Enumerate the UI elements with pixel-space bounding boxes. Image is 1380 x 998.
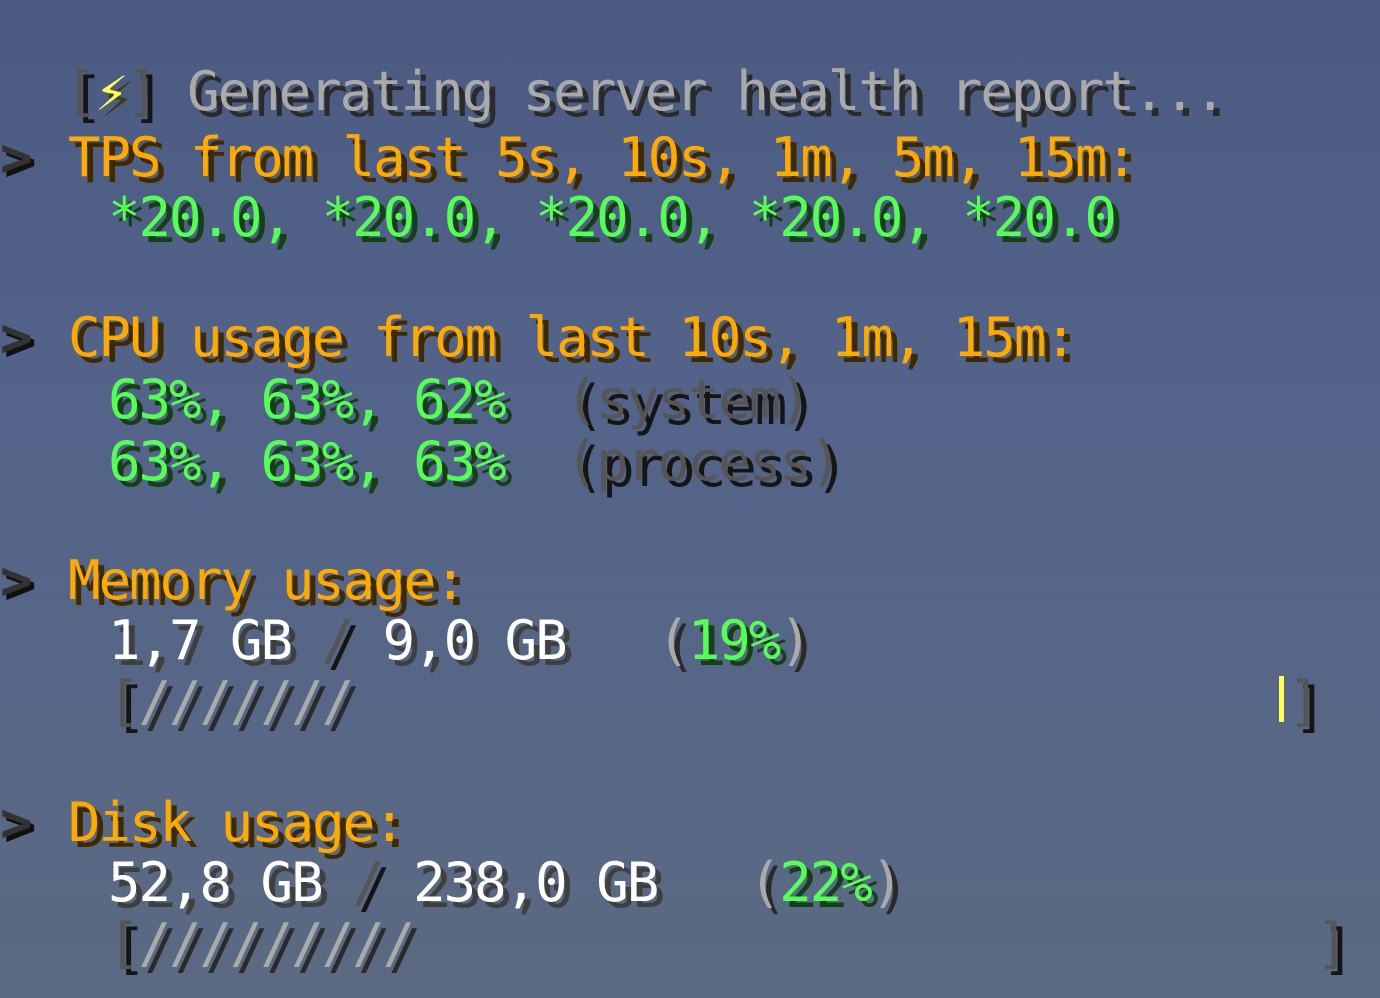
disk-percent: 22% [779,851,873,914]
cpu-system-row: 63%, 63%, 62% (system) [108,372,812,428]
cpu-process-values: 63%, 63%, 63% [108,430,507,493]
memory-values: 1,7 GB / 9,0 GB (19%) [108,609,812,672]
bar-close: ] [1316,912,1348,975]
separator: / [352,851,384,914]
bar-open: [ [108,670,140,733]
separator: / [321,609,354,672]
chevron-right-icon: > [0,306,32,369]
cpu-system-values: 63%, 63%, 62% [108,368,507,431]
report-title: [⚡] Generating server health report... [4,8,1226,123]
cpu-process-row: 63%, 63%, 63% (process) [108,434,842,490]
memory-header: Memory usage: [68,549,467,612]
cpu-system-label: (system) [565,368,812,431]
disk-total: 238,0 GB [413,851,659,914]
bracket-close: ] [126,60,158,123]
memory-used: 1,7 GB [108,609,293,672]
title-text: Generating server health report... [187,60,1226,123]
disk-progress-bar: [///////// [108,916,415,972]
disk-header: Disk usage: [68,791,406,854]
bracket-open: [ [65,60,97,123]
disk-bar-fill: ///////// [138,912,416,975]
memory-percent: 19% [687,609,782,672]
memory-total: 9,0 GB [382,609,568,672]
chevron-right-icon: > [0,549,32,612]
chevron-right-icon: > [0,791,32,854]
bar-close: ] [1288,670,1320,733]
tps-header: TPS from last 5s, 10s, 1m, 5m, 15m: [68,126,1138,189]
disk-used: 52,8 GB [108,851,324,914]
cpu-header: CPU usage from last 10s, 1m, 15m: [68,306,1077,369]
memory-bar-fill: /////// [138,670,355,733]
disk-values: 52,8 GB / 238,0 GB (22%) [108,851,903,914]
bar-open: [ [108,912,140,975]
chevron-right-icon: > [0,126,32,189]
tps-values: *20.0, *20.0, *20.0, *20.0, *20.0 [108,186,1117,249]
cpu-process-label: (process) [565,430,843,493]
memory-progress-bar: [/////// [108,674,354,730]
memory-committed-marker [1279,676,1284,722]
lightning-icon: ⚡ [95,60,128,123]
